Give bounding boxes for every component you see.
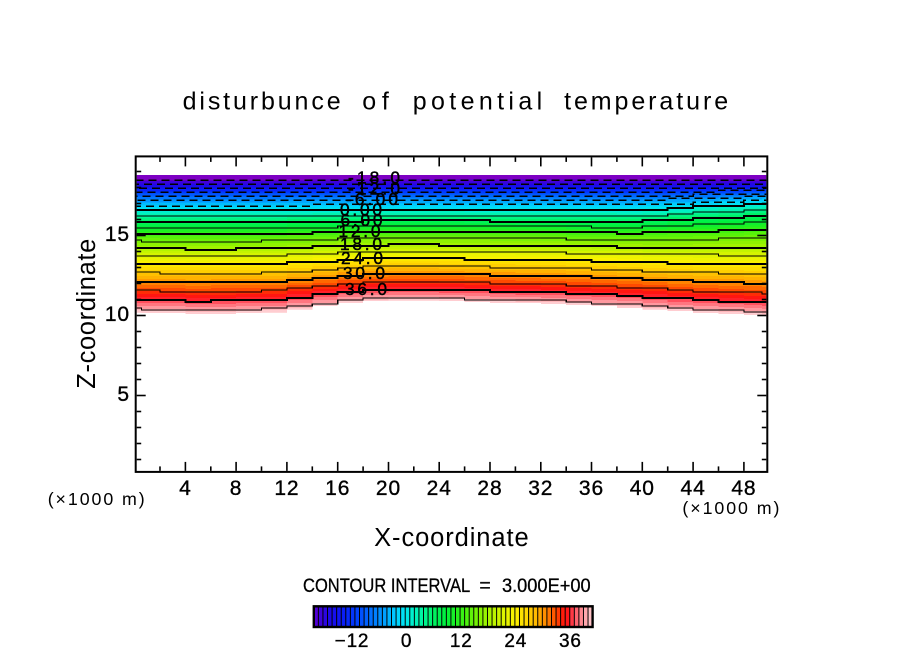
svg-text:10: 10	[105, 303, 130, 326]
svg-text:-6.00: -6.00	[346, 189, 398, 209]
svg-text:36.0: 36.0	[345, 279, 387, 299]
svg-text:8: 8	[230, 477, 243, 500]
svg-text:-12.0: -12.0	[348, 178, 400, 198]
svg-text:CONTOUR INTERVAL: CONTOUR INTERVAL	[303, 575, 470, 597]
svg-text:-18.0: -18.0	[348, 167, 400, 187]
svg-text:0: 0	[401, 631, 412, 652]
svg-text:12: 12	[274, 477, 299, 500]
svg-text:15: 15	[105, 223, 130, 246]
svg-text:disturbunce: disturbunce	[183, 88, 341, 116]
svg-text:3.000E+00: 3.000E+00	[502, 575, 591, 597]
svg-text:36: 36	[559, 631, 582, 652]
svg-text:40: 40	[630, 477, 655, 500]
svg-text:36: 36	[579, 477, 604, 500]
svg-text:4: 4	[179, 477, 192, 500]
svg-text:−12: −12	[335, 631, 370, 652]
svg-text:44: 44	[681, 477, 706, 500]
svg-text:5: 5	[117, 383, 130, 406]
svg-text:Z-coordinate: Z-coordinate	[73, 239, 101, 389]
svg-text:(×1000 m): (×1000 m)	[48, 489, 145, 509]
svg-text:of: of	[362, 88, 389, 116]
svg-text:12: 12	[450, 631, 473, 652]
svg-text:48: 48	[731, 477, 756, 500]
svg-text:24: 24	[427, 477, 452, 500]
svg-text:X-coordinate: X-coordinate	[374, 524, 529, 552]
svg-text:=: =	[479, 575, 490, 597]
svg-text:28: 28	[477, 477, 502, 500]
svg-text:(×1000 m): (×1000 m)	[682, 498, 779, 518]
svg-text:24: 24	[504, 631, 527, 652]
svg-text:20: 20	[376, 477, 401, 500]
svg-text:32: 32	[528, 477, 553, 500]
svg-text:16: 16	[325, 477, 350, 500]
